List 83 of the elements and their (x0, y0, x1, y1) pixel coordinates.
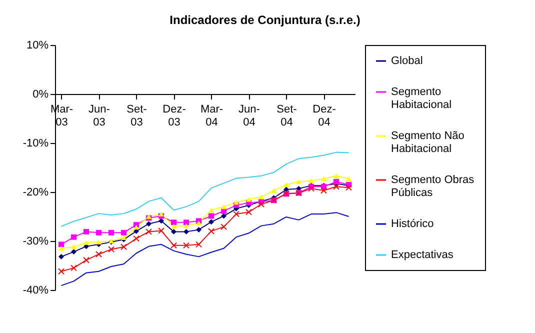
point (296, 179, 302, 184)
y-tick-label: 0% (32, 88, 49, 100)
point (184, 228, 189, 234)
point (196, 220, 202, 226)
point (308, 178, 314, 184)
point (284, 182, 289, 188)
point (108, 230, 114, 236)
line-series (60, 212, 350, 286)
y-tick-label: -40% (22, 284, 49, 296)
y-tick-label: -10% (22, 138, 49, 150)
point (208, 228, 214, 234)
point (258, 194, 264, 200)
x-tick-label: Dez-04 (312, 104, 336, 128)
point (233, 210, 240, 218)
point (246, 196, 252, 202)
point (158, 212, 164, 216)
point (184, 220, 189, 226)
chart-title: Indicadores de Conjuntura (s.r.e.) (170, 13, 360, 27)
x-tick-label: Dez-03 (162, 104, 186, 128)
point (121, 235, 126, 240)
point (220, 224, 227, 230)
point (58, 246, 64, 251)
legend-label: Segmento Não Habitacional (391, 130, 464, 155)
point (96, 230, 102, 236)
point (346, 176, 352, 182)
point (170, 242, 177, 249)
point (70, 264, 77, 272)
point (84, 228, 89, 234)
y-tick-label: 10% (26, 40, 49, 52)
point (196, 241, 202, 248)
point (334, 173, 339, 178)
point (58, 254, 64, 260)
point (108, 246, 114, 253)
point (133, 235, 140, 242)
legend-label: Segmento Obras Públicas (391, 174, 475, 199)
x-tick-label: Set-03 (126, 104, 148, 128)
point (221, 204, 226, 210)
point (221, 208, 226, 214)
point (321, 176, 326, 182)
legend-label: Histórico (391, 218, 434, 230)
point (333, 183, 340, 190)
point (83, 256, 90, 264)
point (320, 187, 327, 194)
point (308, 185, 314, 192)
point (184, 223, 189, 228)
line-series (60, 152, 350, 227)
point (208, 219, 214, 225)
point (146, 221, 152, 227)
point (58, 242, 64, 248)
legend-label: Expectativas (391, 249, 454, 261)
point (246, 208, 252, 216)
point (183, 242, 190, 249)
point (196, 226, 202, 232)
point (346, 184, 352, 191)
point (208, 208, 214, 212)
point (171, 224, 176, 229)
point (271, 188, 276, 193)
y-tick-label: -30% (22, 236, 49, 248)
point (71, 249, 76, 255)
point (84, 240, 89, 245)
point (96, 240, 102, 244)
point (258, 201, 264, 208)
point (234, 200, 239, 205)
point (146, 228, 152, 235)
point (158, 218, 164, 224)
legend-label: Global (391, 55, 423, 67)
y-tick-label: -20% (22, 186, 49, 198)
point (71, 234, 76, 240)
point (96, 250, 102, 258)
point (171, 228, 176, 234)
point (134, 224, 139, 230)
point (121, 230, 126, 236)
x-tick-label: Mar-04 (200, 104, 224, 128)
x-tick-label: Jun-04 (238, 104, 260, 128)
x-tick-label: Jun-03 (88, 104, 110, 128)
point (71, 244, 76, 250)
point (158, 227, 164, 234)
legend-label: Segmento Habitacional (391, 86, 452, 111)
point (208, 213, 214, 219)
point (171, 220, 176, 226)
point (58, 268, 64, 275)
x-tick-label: Set-04 (276, 104, 298, 128)
point (120, 244, 127, 250)
